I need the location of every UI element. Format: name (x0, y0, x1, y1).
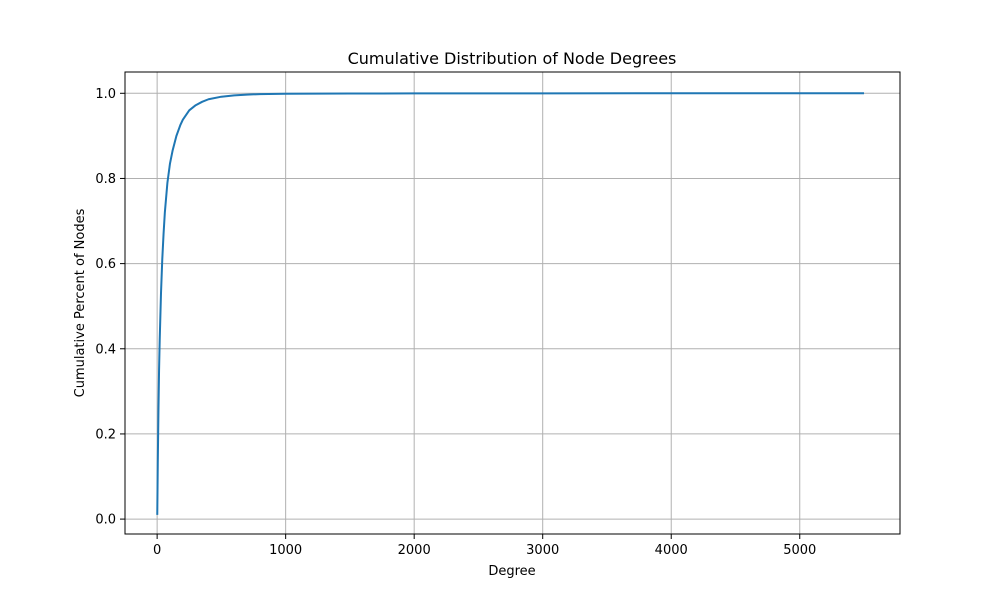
y-tick-label: 1.0 (95, 87, 116, 102)
y-tick-label: 0.0 (95, 513, 116, 528)
y-tick-label: 0.8 (95, 172, 116, 187)
x-tick-label: 0 (153, 543, 161, 558)
x-axis: 0 1000 2000 3000 4000 5000 (153, 534, 816, 558)
y-tick-label: 0.6 (95, 257, 116, 272)
series-layer (156, 92, 865, 515)
x-tick-label: 3000 (526, 543, 559, 558)
x-tick-label: 2000 (398, 543, 431, 558)
plot-frame (124, 71, 901, 535)
x-tick-label: 4000 (655, 543, 688, 558)
y-tick-label: 0.4 (95, 342, 116, 357)
y-axis-label: Cumulative Percent of Nodes (73, 208, 88, 397)
grid-lines (125, 72, 900, 534)
x-tick-label: 1000 (269, 543, 302, 558)
y-tick-label: 0.2 (95, 427, 116, 442)
x-axis-label: Degree (488, 564, 535, 579)
y-axis: 0.0 0.2 0.4 0.6 0.8 1.0 (95, 87, 125, 528)
chart-title: Cumulative Distribution of Node Degrees (348, 49, 677, 68)
x-tick-label: 5000 (783, 543, 816, 558)
series-line (156, 92, 865, 515)
